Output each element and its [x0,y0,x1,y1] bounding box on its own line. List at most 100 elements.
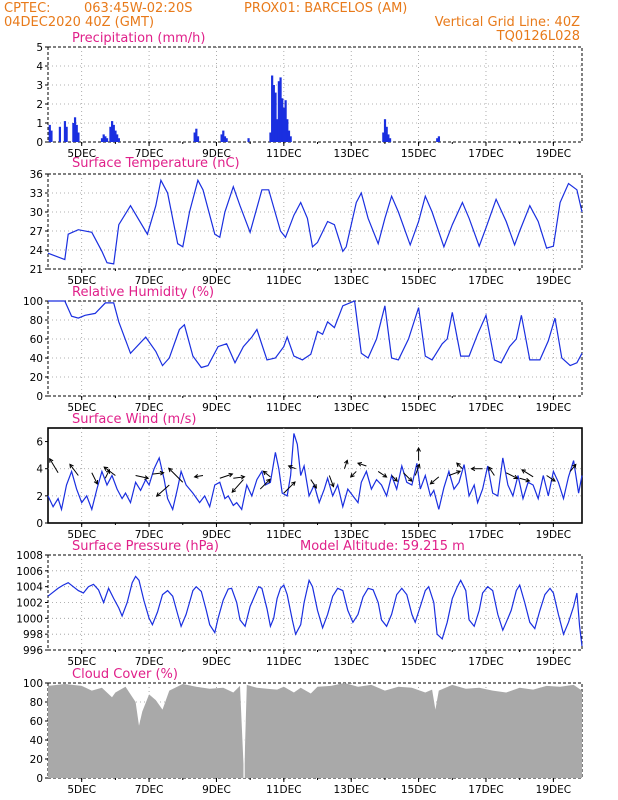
precip-bar [222,130,225,142]
precip-xtick-label: 11DEC [266,148,301,160]
precip-bar [77,132,80,142]
wind-vector-head [416,463,421,469]
wind-vector-head [168,467,173,473]
wind-ytick-label: 2 [36,491,43,503]
precip-bar [72,123,75,142]
wind-vector-head [393,477,398,482]
wind-vector [91,472,98,485]
cloud-xtick-label: 7DEC [135,784,164,796]
wind-vector-head [291,481,296,486]
wind-vector [488,466,495,476]
temp-xtick-label: 11DEC [266,275,301,287]
header-date: 04DEC2020 40Z (GMT) [4,15,155,30]
precip-bar [73,117,77,142]
wind-vector [328,475,334,487]
wind-vector-head [571,463,577,469]
temp-frame [47,173,583,270]
header-grid-note: Vertical Grid Line: 40Z [434,15,580,30]
wind-vector [152,472,164,475]
header-model: TQ0126L028 [496,29,580,44]
wind-vector-head [144,475,150,480]
pressure-ytick-label: 1004 [16,582,43,594]
precip-bar [276,119,279,142]
rh-line [48,300,583,369]
precip-bar [196,136,200,142]
wind-vector [456,462,463,470]
cloud-ytick-label: 60 [30,716,43,728]
precip-bar [220,134,223,142]
wind-ytick-label: 4 [36,464,43,476]
rh-ytick-label: 100 [23,296,43,308]
pressure-ytick-label: 1000 [16,613,43,625]
wind-vector-head [231,488,237,493]
wind-vector-head [429,479,435,485]
precip-bar [225,138,228,142]
precip-bar [48,124,51,142]
pressure-xtick-label: 13DEC [334,656,369,668]
wind-xtick-label: 11DEC [266,529,301,541]
wind-vector-head [193,474,199,479]
wind-xtick-label: 13DEC [334,529,369,541]
precip-bar [385,126,388,142]
precip-bar [65,126,68,142]
rh-xtick-label: 9DEC [202,402,231,414]
rh-xtick-label: 17DEC [468,402,503,414]
temp-line [47,178,583,265]
precip-ytick-label: 5 [36,42,43,54]
wind-xtick-label: 5DEC [67,529,96,541]
rh-ytick-label: 80 [30,315,43,327]
cloud-title: Cloud Cover (%) [72,667,178,682]
precip-bar [284,100,287,142]
rh-panel: 0 20 40 60 80 100 5DEC 7DEC 9DEC 11DEC 13DEC 15DEC 1… [23,285,583,414]
pressure-xtick-label: 17DEC [468,656,503,668]
precip-ytick-label: 4 [36,61,43,73]
wind-vector [414,464,420,476]
precip-xtick-label: 17DEC [468,148,503,160]
wind-vector-head [382,473,388,478]
precip-ytick-label: 3 [36,80,43,92]
precip-xtick-label: 15DEC [401,148,436,160]
precip-bar [436,138,439,142]
temp-xtick-label: 19DEC [536,275,571,287]
wind-vector [69,463,79,476]
wind-vector [135,475,149,479]
precip-bar [282,107,286,142]
wind-vector-head [287,464,293,470]
precip-bar [287,130,291,142]
wind-vector [156,484,170,497]
wind-vector-head [69,463,74,469]
precip-ytick-label: 2 [36,99,43,111]
temp-xtick-label: 7DEC [135,275,164,287]
precip-bar [269,132,272,142]
temp-xtick-label: 13DEC [334,275,369,287]
temp-ytick-label: 21 [30,264,43,276]
precip-bar [116,134,119,142]
wind-xtick-label: 17DEC [468,529,503,541]
precip-bar [247,138,250,142]
wind-ytick-label: 0 [36,518,43,530]
wind-frame [47,427,583,524]
cloud-xtick-label: 5DEC [67,784,96,796]
wind-vector [403,472,413,482]
wind-vector-head [550,477,556,482]
rh-ytick-label: 40 [30,353,43,365]
wind-vector-head [456,462,461,468]
temp-panel: 21 24 27 30 33 36 5DEC 7DEC 9DEC 11DEC 13DEC 15DEC 1… [30,156,583,287]
wind-vector [219,473,233,479]
pressure-xtick-label: 15DEC [401,656,436,668]
wind-ytick-label: 6 [36,437,43,449]
cloud-ytick-label: 0 [36,773,43,785]
wind-vector [391,475,398,482]
precip-bar [104,136,107,142]
wind-vector-head [513,474,519,480]
precip-panel: 0 1 2 3 4 5 5DEC 7DEC 9DEC 11DEC 13DEC 15DEC 17DEC 19… [36,31,583,160]
precip-bar [223,136,227,142]
precip-bar [58,126,61,142]
pressure-xtick-label: 7DEC [135,656,164,668]
precip-bar [102,134,105,142]
precip-bar [105,138,109,142]
header-location: PROX01: BARCELOS (AM) [244,1,408,16]
pressure-xtick-label: 11DEC [266,656,301,668]
precip-bar [114,130,117,142]
header-coords: 063:45W-02:20S [84,1,193,16]
